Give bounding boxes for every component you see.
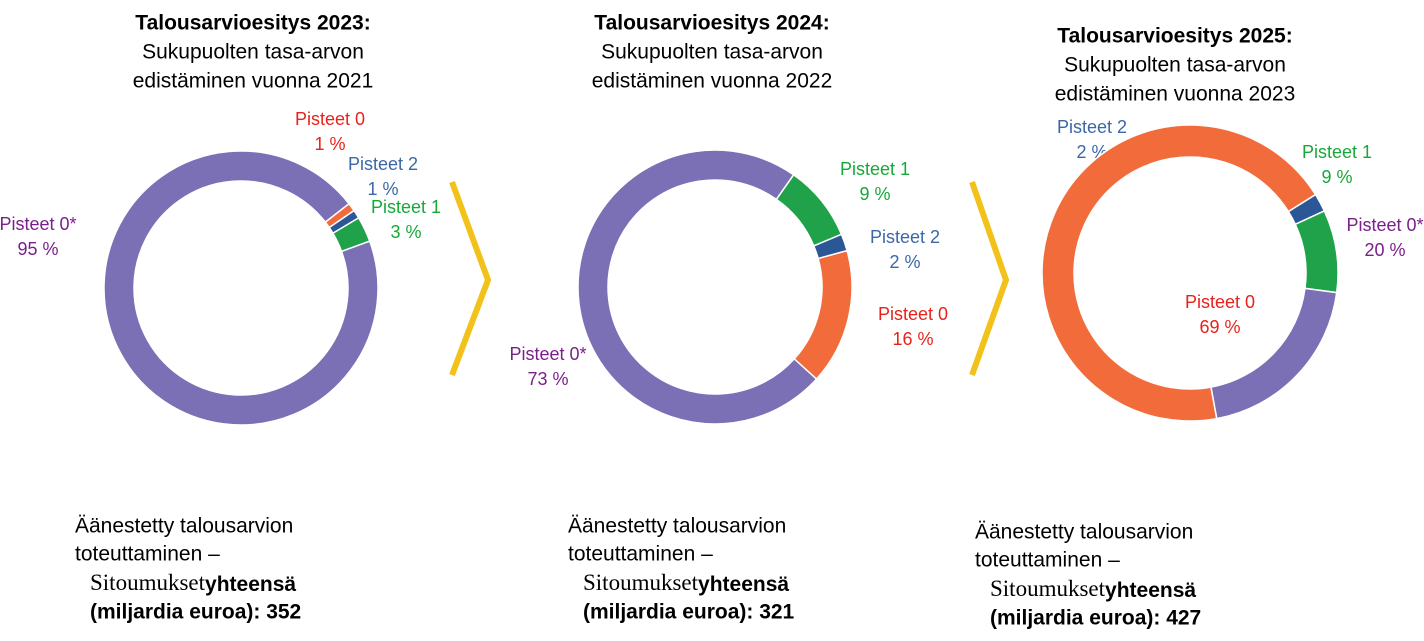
slice-label: Pisteet 0*	[1346, 215, 1423, 235]
slice-label: Pisteet 0	[1185, 292, 1255, 312]
donut-slice	[577, 149, 818, 425]
value-label: 2 %	[889, 252, 920, 272]
slice-label: Pisteet 2	[348, 154, 418, 174]
total-label: yhteensä	[205, 573, 296, 596]
chart-subtitle: Sukupuolten tasa-arvon	[142, 41, 364, 64]
donut-slice	[793, 249, 853, 381]
donut-slice	[103, 150, 379, 426]
value-label: 3 %	[390, 222, 421, 242]
chart-subtitle: Sukupuolten tasa-arvon	[1064, 54, 1286, 77]
total-label: (miljardia euroa): 321	[583, 601, 795, 624]
footer-text: toteuttaminen –	[975, 549, 1120, 572]
total-line: Sitoumuksetyhteensä	[990, 576, 1196, 601]
slice-label: Pisteet 1	[1302, 142, 1372, 162]
chart-subtitle: edistäminen vuonna 2023	[1055, 83, 1296, 106]
slice-label: Pisteet 0	[878, 304, 948, 324]
chart-title: Talousarvioesitys 2023:	[135, 12, 370, 35]
total-line: Sitoumuksetyhteensä	[90, 570, 296, 595]
chart-subtitle: edistäminen vuonna 2022	[592, 70, 833, 93]
slice-label: Pisteet 1	[371, 197, 441, 217]
chart-title: Talousarvioesitys 2024:	[594, 12, 829, 35]
value-label: 69 %	[1199, 317, 1240, 337]
footer-text: Äänestetty talousarvion	[75, 515, 293, 538]
slice-label: Pisteet 2	[1057, 117, 1127, 137]
total-label: (miljardia euroa): 352	[90, 601, 301, 624]
value-label: 16 %	[892, 329, 933, 349]
footer-text: Äänestetty talousarvion	[975, 521, 1193, 544]
value-label: 95 %	[17, 239, 58, 259]
commitments-label: Sitoumukset	[990, 576, 1106, 601]
commitments-label: Sitoumukset	[583, 570, 699, 595]
total-line: Sitoumuksetyhteensä	[583, 570, 789, 595]
value-label: 1 %	[367, 179, 398, 199]
slice-label: Pisteet 0*	[509, 344, 586, 364]
value-label: 73 %	[527, 369, 568, 389]
footer-text: Äänestetty talousarvion	[568, 515, 786, 538]
total-label: (miljardia euroa): 427	[990, 607, 1201, 630]
value-label: 1 %	[314, 134, 345, 154]
total-label: yhteensä	[698, 573, 789, 596]
slice-label: Pisteet 2	[870, 227, 940, 247]
chart-subtitle: edistäminen vuonna 2021	[133, 70, 374, 93]
donut-slice	[1041, 124, 1317, 422]
chart-title: Talousarvioesitys 2025:	[1057, 25, 1292, 48]
donut-slice	[1294, 209, 1339, 294]
commitments-label: Sitoumukset	[90, 570, 206, 595]
value-label: 9 %	[1321, 167, 1352, 187]
footer-text: toteuttaminen –	[568, 543, 713, 566]
slice-label: Pisteet 1	[840, 159, 910, 179]
chart-subtitle: Sukupuolten tasa-arvon	[601, 41, 823, 64]
chevron	[449, 180, 492, 377]
chevron	[969, 181, 1010, 377]
footer-text: toteuttaminen –	[75, 543, 220, 566]
slice-label: Pisteet 0*	[0, 214, 77, 234]
value-label: 20 %	[1364, 240, 1405, 260]
total-label: yhteensä	[1105, 579, 1196, 602]
value-label: 9 %	[859, 184, 890, 204]
slice-label: Pisteet 0	[295, 109, 365, 129]
